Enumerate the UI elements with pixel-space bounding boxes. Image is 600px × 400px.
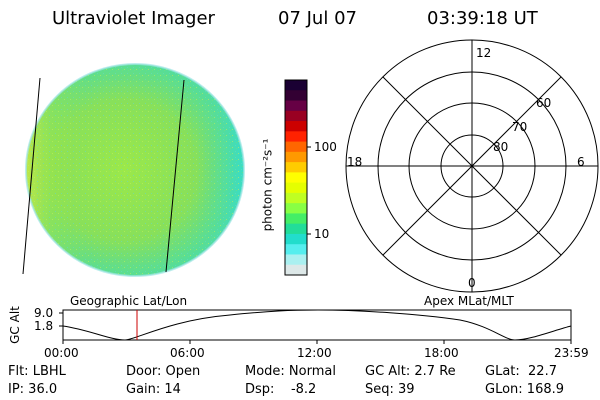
colorbar-segment [285,141,307,153]
info-ip: IP: 36.0 [8,382,58,397]
info-mode: Mode: Normal [245,364,336,379]
polar-mlt-label-18: 18 [347,155,363,169]
polar-mlt-label-12: 12 [476,46,492,60]
info-door: Door: Open [126,364,201,379]
info-gc-alt: GC Alt: 2.7 Re [365,364,456,379]
strip-xtick-label-0600: 06:00 [170,346,205,360]
colorbar-segment [285,90,307,102]
colorbar-segment [285,172,307,184]
altitude-strip-frame [62,309,572,341]
colorbar-segment [285,244,307,255]
strip-left-title: Geographic Lat/Lon [70,294,188,308]
info-seq: Seq: 39 [365,382,415,397]
colorbar-tick-label-100: 100 [314,140,337,154]
colorbar-segment [285,131,307,143]
colorbar [285,80,307,276]
colorbar-segment [285,254,307,266]
instrument-title: Ultraviolet Imager [52,8,215,29]
polar-lat-label-70: 70 [512,120,528,134]
info-filter: Flt: LBHL [8,364,66,379]
altitude-curve [62,309,572,341]
colorbar-frame [284,79,308,276]
strip-ylabel: GC Alt [7,306,22,344]
strip-ytick-label-9: 9.0 [34,306,54,320]
colorbar-segment [285,151,307,163]
uv-image-disk [25,63,245,277]
info-dsp: Dsp: -8.2 [245,382,317,397]
polar-lat-label-60: 60 [536,96,552,110]
strip-right-title: Apex MLat/MLT [424,294,514,308]
terminator-line-right [165,79,185,273]
colorbar-segment [285,264,307,276]
colorbar-label: photon cm⁻²s⁻¹ [260,138,275,232]
time-label: 03:39:18 UT [427,8,538,29]
colorbar-segment [285,233,307,245]
colorbar-segment [285,223,307,235]
terminator-line-left [22,77,41,275]
colorbar-segment [285,162,307,173]
colorbar-tick-label-10: 10 [314,227,330,241]
date-label: 07 Jul 07 [278,8,357,29]
strip-xtick-label-1200: 12:00 [297,346,332,360]
strip-xtick-label-2359: 23:59 [554,346,589,360]
colorbar-segment [285,80,307,91]
info-gain: Gain: 14 [126,382,181,397]
strip-xtick-label-1800: 18:00 [424,346,459,360]
colorbar-segment [285,121,307,132]
polar-mlt-label-0: 0 [468,276,476,290]
polar-grid [345,39,599,293]
colorbar-segment [285,182,307,194]
strip-xticks [62,340,572,344]
strip-xtick-label-0000: 00:00 [44,346,79,360]
colorbar-segment [285,110,307,122]
colorbar-segment [285,203,307,214]
polar-mlt-label-6: 6 [577,155,585,169]
colorbar-segment [285,213,307,225]
strip-ytick-label-18: 1.8 [34,319,54,333]
info-glon: GLon: 168.9 [485,382,565,397]
polar-lat-label-80: 80 [493,140,509,154]
colorbar-segment [285,192,307,204]
info-glat: GLat: 22.7 [485,364,557,379]
colorbar-segment [285,100,307,112]
